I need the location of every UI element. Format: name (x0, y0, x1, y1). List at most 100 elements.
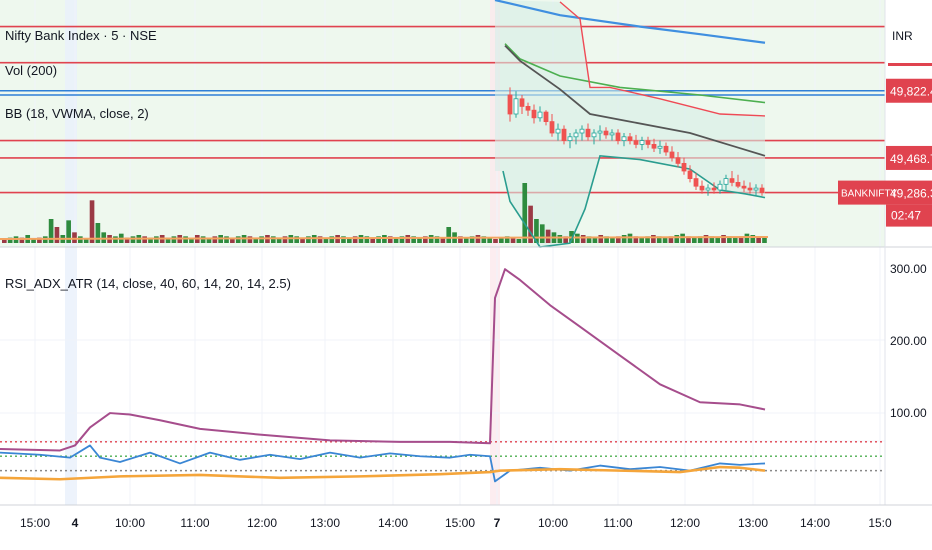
volume-bar (762, 237, 767, 243)
candle-body (531, 109, 537, 119)
volume-bar (656, 236, 662, 243)
volume-bar (95, 223, 101, 243)
volume-bar (598, 235, 604, 243)
volume-bar (224, 236, 229, 243)
candle-body (579, 128, 585, 134)
candle-body (567, 136, 573, 142)
currency-label[interactable]: INR (892, 29, 913, 43)
volume-bar (317, 236, 323, 243)
bb-legend[interactable]: BB (18, VWMA, close, 2) (5, 106, 149, 121)
candle-body (603, 130, 609, 136)
session-marker (65, 0, 77, 505)
volume-bar (259, 236, 264, 243)
volume-bar (539, 224, 545, 243)
volume-bar (370, 237, 376, 243)
volume-bar (534, 219, 539, 243)
volume-bar (680, 233, 685, 243)
time-axis-tick-label: 15:0 (868, 516, 892, 530)
purple-series-line (0, 268, 766, 452)
candle-body (747, 187, 753, 191)
time-axis-tick-label: 7 (494, 516, 501, 530)
price-tag[interactable] (886, 145, 932, 170)
candle-body (609, 132, 615, 136)
candle-body (669, 151, 675, 159)
volume-ma-line (0, 236, 769, 240)
volume-bar (154, 236, 159, 243)
price-tag[interactable] (886, 78, 932, 103)
volume-bar (563, 236, 568, 243)
candle-body (759, 187, 765, 194)
candle-body (543, 111, 549, 122)
candle-body (735, 181, 741, 187)
volume-bar (697, 236, 703, 243)
currency-underline (888, 63, 932, 66)
volume-bar (522, 183, 528, 243)
volume-bar (469, 236, 475, 243)
price-tag-label: 49,286.30 (890, 187, 932, 201)
rsi-legend[interactable]: RSI_ADX_ATR (14, close, 40, 60, 14, 20, … (5, 276, 291, 291)
time-axis-tick-label: 15:00 (20, 516, 50, 530)
bollinger-band-fill (495, 0, 765, 247)
volume-bar (686, 236, 691, 243)
candle-body (687, 170, 693, 179)
session-marker (490, 0, 500, 505)
price-tag[interactable] (886, 180, 932, 205)
time-axis-tick-label: 11:00 (603, 516, 632, 530)
volume-bar (247, 236, 253, 243)
time-axis-tick-label: 11:00 (180, 516, 209, 530)
volume-bar (721, 235, 726, 243)
volume-bar (306, 236, 311, 243)
symbol-tag-label: BANKNIFTY (841, 189, 897, 200)
symbol-tag[interactable] (838, 180, 886, 205)
symbol-legend[interactable]: Nifty Bank Index · 5 · NSE (5, 28, 157, 43)
bb-upper-line (559, 1, 766, 117)
candle-body (615, 132, 621, 141)
volume-bar (633, 236, 639, 243)
volume-bar (37, 237, 42, 243)
bb-basis-line (504, 44, 766, 157)
volume-bar (487, 237, 492, 243)
candle-body (561, 128, 567, 141)
volume-bar (645, 236, 650, 243)
volume-bar (703, 235, 709, 243)
volume-bar (31, 239, 36, 243)
volume-bar (417, 237, 422, 243)
volume-bar (124, 237, 130, 243)
volume-bar (586, 236, 592, 243)
volume-bar (183, 236, 188, 243)
volume-bar (691, 237, 697, 243)
volume-bar (516, 239, 522, 243)
volume-bar (282, 236, 288, 243)
rsi-axis-tick-label: 200.00 (890, 334, 927, 348)
candle-body (513, 98, 519, 115)
candle-body (537, 111, 543, 119)
volume-bar (428, 235, 434, 243)
candle-body (711, 187, 717, 191)
candle-body (753, 187, 759, 191)
candle-body (633, 140, 639, 145)
volume-bar (557, 235, 563, 243)
volume-bar (458, 236, 463, 243)
volume-legend[interactable]: Vol (200) (5, 63, 57, 78)
countdown-tag (886, 204, 932, 227)
volume-bar (7, 237, 13, 243)
volume-bar (83, 239, 89, 243)
volume-bar (376, 236, 381, 243)
volume-bar (130, 236, 136, 243)
candle-body (645, 140, 651, 145)
candle-body (693, 178, 699, 187)
volume-bar (276, 237, 282, 243)
candle-body (639, 140, 645, 145)
volume-bar (446, 227, 452, 243)
blue-ma-line (494, 0, 766, 44)
volume-bar (504, 236, 510, 243)
volume-bar (294, 236, 300, 243)
volume-bar (592, 237, 598, 243)
candle-body (597, 130, 603, 134)
volume-bar (732, 237, 738, 243)
volume-bar (580, 235, 586, 243)
time-axis-tick-label: 4 (72, 516, 79, 530)
volume-bar (674, 235, 680, 243)
candle-body (729, 178, 735, 183)
